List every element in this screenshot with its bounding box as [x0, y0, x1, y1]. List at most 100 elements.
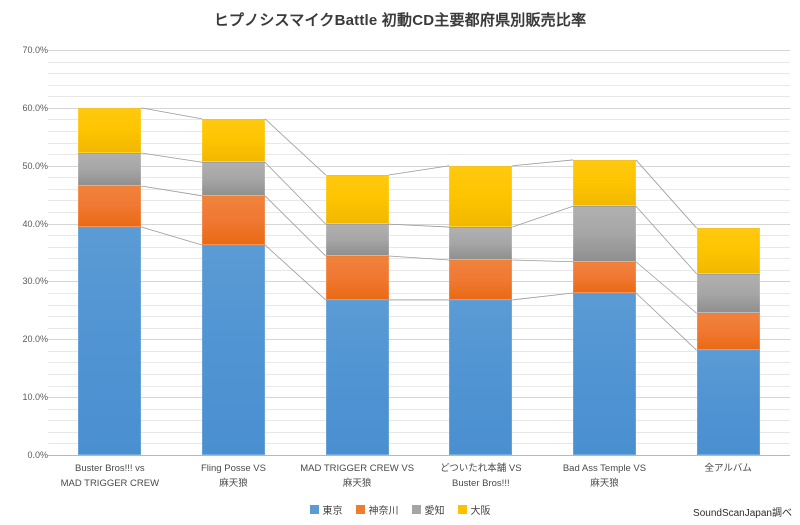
- connector-line: [635, 292, 697, 351]
- gridline-major: [48, 455, 790, 456]
- bar-column[interactable]: [202, 50, 265, 455]
- gridline-minor: [48, 142, 790, 144]
- gridline-major: [48, 339, 790, 341]
- gridline-minor: [48, 420, 790, 422]
- bar-segment[interactable]: [78, 227, 142, 455]
- x-axis-category-line1: 全アルバム: [704, 463, 752, 474]
- bar-column[interactable]: [325, 50, 389, 455]
- legend-item[interactable]: 大阪: [457, 502, 491, 517]
- gridline-minor: [48, 73, 790, 75]
- x-axis-category-label: Bad Ass Temple VS 麻天狼: [543, 461, 667, 491]
- x-axis-category-line1: どついたれ本舗 VS: [440, 463, 522, 474]
- bar-column[interactable]: [78, 50, 142, 455]
- connector-line: [141, 107, 203, 120]
- bar-segment[interactable]: [78, 107, 142, 153]
- y-axis-tick-label: 70.0%: [22, 45, 48, 55]
- y-axis-tick-label: 60.0%: [22, 102, 48, 113]
- x-axis-category-line1: Buster Bros!!! vs: [74, 463, 145, 474]
- legend-item[interactable]: 東京: [309, 502, 343, 517]
- gridline-minor: [48, 212, 790, 213]
- bar-segment[interactable]: [573, 159, 636, 207]
- gridline-minor: [48, 385, 790, 387]
- gridline-minor: [48, 119, 790, 121]
- x-axis-category-line2: Buster Bros!!!: [452, 478, 510, 489]
- bar-segment[interactable]: [202, 195, 265, 245]
- legend-swatch-icon: [457, 505, 467, 514]
- bar-segment[interactable]: [325, 299, 389, 455]
- gridline-minor: [48, 61, 790, 63]
- x-axis-category-line1: Fling Posse VS: [201, 463, 266, 474]
- bar-segment[interactable]: [78, 153, 142, 186]
- connector-line: [512, 259, 574, 263]
- gridline-minor: [48, 362, 790, 364]
- gridline-minor: [48, 431, 790, 433]
- bar-segment[interactable]: [202, 244, 265, 455]
- gridline-minor: [48, 188, 790, 190]
- legend-item[interactable]: 神奈川: [355, 502, 399, 517]
- bar-segment[interactable]: [573, 261, 636, 293]
- gridline-minor: [48, 246, 790, 248]
- bar-segment[interactable]: [78, 185, 142, 228]
- y-axis-tick-label: 0.0%: [27, 450, 48, 460]
- bar-segment[interactable]: [696, 350, 760, 455]
- legend-label: 愛知: [424, 506, 445, 517]
- gridline-major: [48, 107, 790, 109]
- bar-segment[interactable]: [449, 165, 513, 228]
- connector-line: [635, 159, 697, 229]
- legend-swatch-icon: [309, 505, 319, 514]
- gridline-minor: [48, 258, 790, 260]
- bar-column[interactable]: [573, 50, 636, 455]
- gridline-minor: [48, 177, 790, 179]
- bar-segment[interactable]: [449, 260, 513, 300]
- x-axis-category-line1: MAD TRIGGER CREW VS: [300, 463, 415, 474]
- bar-segment[interactable]: [696, 228, 760, 274]
- bar-segment[interactable]: [449, 227, 513, 261]
- legend-label: 東京: [322, 506, 343, 517]
- bar-segment[interactable]: [696, 273, 760, 314]
- bar-segment[interactable]: [202, 118, 265, 163]
- x-axis-category-label: 全アルバム: [666, 461, 790, 476]
- gridline-minor: [48, 304, 790, 306]
- gridline-minor: [48, 84, 790, 86]
- gridline-minor: [48, 316, 790, 318]
- x-axis-category-label: Fling Posse VS 麻天狼: [172, 461, 296, 491]
- gridline-minor: [48, 408, 790, 410]
- gridline-major: [48, 397, 790, 399]
- bar-segment[interactable]: [573, 293, 636, 455]
- connector-line: [388, 165, 450, 176]
- gridline-minor: [48, 350, 790, 352]
- y-axis-tick-label: 40.0%: [22, 218, 48, 229]
- bar-segment[interactable]: [202, 162, 265, 196]
- bar-segment[interactable]: [325, 224, 389, 256]
- x-axis-category-line2: MAD TRIGGER CREW: [60, 478, 160, 489]
- x-axis-category-line2: 麻天狼: [219, 478, 248, 489]
- gridline-minor: [48, 269, 790, 271]
- chart-title: ヒプノシスマイクBattle 初動CD主要都府県別販売比率: [213, 12, 587, 29]
- bar-segment[interactable]: [573, 206, 636, 262]
- gridline-major: [48, 281, 790, 283]
- connector-line: [141, 185, 203, 197]
- x-axis-category-line2: 麻天狼: [590, 478, 619, 489]
- bar-segment[interactable]: [449, 299, 513, 455]
- connector-line: [635, 205, 697, 275]
- legend-item[interactable]: 愛知: [411, 502, 445, 517]
- gridline-minor: [48, 293, 790, 294]
- gridline-minor: [48, 200, 790, 202]
- bar-column[interactable]: [449, 50, 513, 455]
- x-axis-category-label: MAD TRIGGER CREW VS 麻天狼: [295, 461, 419, 491]
- y-axis-tick-label: 30.0%: [22, 276, 48, 287]
- gridline-minor: [48, 374, 790, 375]
- gridline-major: [48, 165, 790, 167]
- bar-segment[interactable]: [325, 174, 389, 225]
- plot-area: [48, 50, 790, 456]
- gridline-major: [48, 223, 790, 225]
- bar-column[interactable]: [696, 50, 760, 455]
- bar-segment[interactable]: [325, 255, 389, 300]
- connector-line: [264, 161, 326, 225]
- legend-swatch-icon: [411, 505, 421, 514]
- connector-line: [512, 292, 574, 301]
- series-connector-lines: [141, 107, 697, 351]
- bar-segment[interactable]: [696, 313, 760, 351]
- connector-line: [264, 244, 326, 301]
